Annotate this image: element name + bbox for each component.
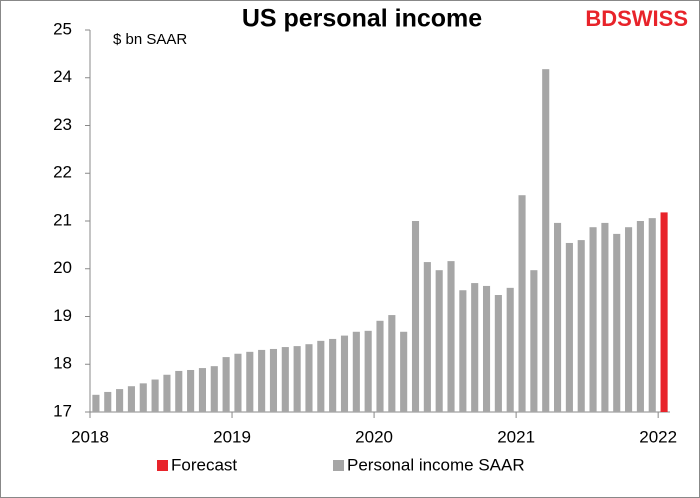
bar bbox=[210, 366, 218, 412]
bar bbox=[577, 240, 585, 412]
bar bbox=[317, 340, 325, 412]
y-tick-label: 17 bbox=[53, 401, 72, 420]
bar bbox=[246, 351, 254, 412]
bar bbox=[258, 349, 266, 412]
bar bbox=[293, 346, 301, 412]
bar bbox=[459, 290, 467, 412]
legend-swatch bbox=[157, 460, 168, 471]
bar bbox=[281, 347, 289, 412]
bar bbox=[116, 389, 124, 412]
bar bbox=[151, 379, 159, 412]
bar bbox=[187, 369, 195, 412]
bar bbox=[139, 383, 147, 412]
y-tick-label: 19 bbox=[53, 306, 72, 325]
y-tick-label: 23 bbox=[53, 115, 72, 134]
bar bbox=[471, 283, 479, 412]
logo: BDSWISS bbox=[585, 6, 688, 31]
bar bbox=[305, 344, 313, 412]
legend-swatch bbox=[333, 460, 344, 471]
x-tick-label: 2018 bbox=[71, 427, 109, 446]
bar bbox=[636, 221, 644, 412]
bar bbox=[530, 270, 538, 412]
bar bbox=[352, 331, 360, 412]
bar bbox=[127, 386, 135, 412]
bar bbox=[411, 221, 420, 412]
bar bbox=[376, 320, 384, 412]
x-tick-label: 2020 bbox=[355, 427, 393, 446]
y-tick-label: 25 bbox=[53, 19, 72, 38]
bar bbox=[198, 368, 206, 412]
x-tick-label: 2022 bbox=[639, 427, 677, 446]
bar bbox=[589, 227, 597, 412]
bar bbox=[175, 370, 183, 412]
bar bbox=[364, 330, 372, 412]
bar bbox=[447, 261, 455, 412]
bar bbox=[92, 394, 100, 412]
bar bbox=[660, 212, 668, 412]
y-tick-label: 24 bbox=[53, 67, 72, 86]
x-tick-label: 2019 bbox=[213, 427, 251, 446]
bar bbox=[163, 374, 171, 412]
bar bbox=[234, 353, 242, 412]
bar bbox=[435, 270, 443, 412]
bar bbox=[601, 222, 609, 412]
chart-subtitle: $ bn SAAR bbox=[113, 31, 187, 48]
x-tick-label: 2021 bbox=[497, 427, 535, 446]
chart-title: US personal income bbox=[242, 5, 482, 33]
bar bbox=[482, 285, 491, 412]
bar bbox=[542, 69, 550, 412]
bar bbox=[423, 262, 431, 412]
bar bbox=[565, 242, 573, 412]
bar bbox=[648, 218, 656, 412]
y-tick-label: 22 bbox=[53, 163, 72, 182]
bar bbox=[494, 295, 502, 412]
bar bbox=[506, 287, 514, 412]
y-tick-label: 21 bbox=[53, 210, 72, 229]
bar bbox=[625, 227, 633, 412]
bar bbox=[329, 338, 337, 412]
bar bbox=[104, 391, 112, 412]
bar bbox=[613, 233, 621, 412]
bar bbox=[222, 357, 230, 412]
bar bbox=[554, 222, 562, 412]
y-tick-label: 20 bbox=[53, 258, 72, 277]
bar bbox=[388, 315, 396, 412]
legend-label: Forecast bbox=[171, 455, 237, 474]
y-tick-label: 18 bbox=[53, 354, 72, 373]
bar bbox=[518, 195, 526, 412]
legend-label: Personal income SAAR bbox=[347, 455, 525, 474]
bar bbox=[340, 335, 349, 412]
bar bbox=[400, 331, 408, 412]
bar bbox=[269, 348, 278, 412]
